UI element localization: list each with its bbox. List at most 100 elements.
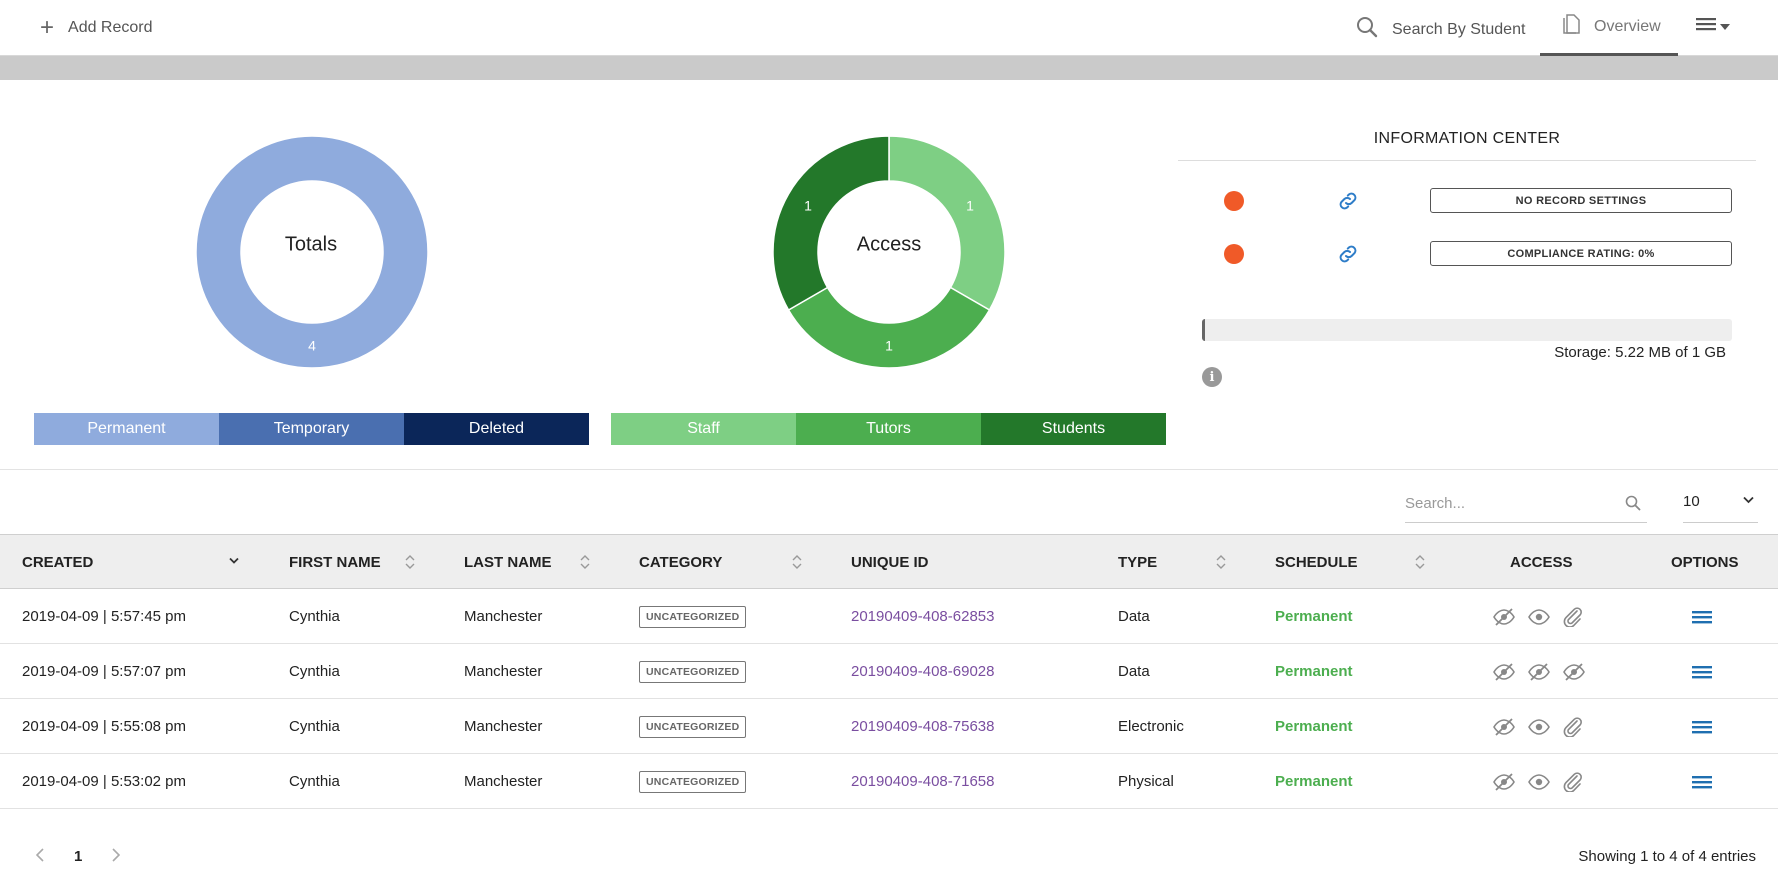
eye-icon[interactable] [1528, 608, 1550, 626]
row-options-menu-icon[interactable] [1692, 719, 1712, 735]
link-icon[interactable] [1336, 242, 1360, 271]
cell-category: UNCATEGORIZED [639, 644, 747, 699]
hamburger-menu-icon [1696, 16, 1716, 37]
legend-temporary-label: Temporary [273, 420, 350, 437]
table-row[interactable]: 2019-04-09 | 5:57:07 pm Cynthia Manchester… [0, 644, 1778, 699]
page-size-value: 10 [1683, 493, 1700, 510]
info-icon[interactable]: i [1202, 367, 1222, 387]
totals-donut-chart: 4 [196, 136, 428, 368]
cell-schedule: Permanent [1275, 718, 1353, 735]
document-icon [1562, 14, 1580, 39]
main-menu-button[interactable] [1696, 16, 1730, 37]
sort-icon[interactable] [792, 554, 802, 572]
column-header-category[interactable]: CATEGORY [639, 535, 722, 589]
paperclip-icon[interactable] [1563, 606, 1583, 627]
no-record-settings-button[interactable]: NO RECORD SETTINGS [1430, 188, 1732, 213]
row-options-menu-icon[interactable] [1692, 664, 1712, 680]
legend-permanent[interactable]: Permanent [34, 413, 219, 445]
totals-slice-permanent[interactable] [196, 136, 428, 368]
cell-unique-id-link[interactable]: 20190409-408-62853 [851, 608, 995, 625]
column-header-category-label: CATEGORY [639, 553, 723, 571]
legend-deleted[interactable]: Deleted [404, 413, 589, 445]
cell-unique-id-link[interactable]: 20190409-408-75638 [851, 718, 995, 735]
tab-overview[interactable]: Overview [1540, 0, 1678, 56]
eye-slash-icon[interactable] [1493, 662, 1515, 681]
cell-schedule: Permanent [1275, 773, 1353, 790]
access-slice-staff[interactable] [888, 136, 1005, 312]
add-record-button[interactable]: + Add Record [40, 16, 153, 40]
column-header-unique-id[interactable]: UNIQUE ID [851, 535, 929, 589]
cell-first-name: Cynthia [289, 718, 340, 735]
chevron-left-icon[interactable] [35, 846, 44, 867]
eye-slash-icon[interactable] [1493, 772, 1515, 791]
legend-temporary[interactable]: Temporary [219, 413, 404, 445]
search-icon [1356, 16, 1378, 43]
legend-tutors-label: Tutors [866, 420, 911, 437]
legend-students[interactable]: Students [981, 413, 1166, 445]
eye-slash-icon[interactable] [1528, 662, 1550, 681]
table-row[interactable]: 2019-04-09 | 5:57:45 pm Cynthia Manchester… [0, 589, 1778, 644]
sort-icon[interactable] [1415, 554, 1425, 572]
column-header-type-label: TYPE [1118, 553, 1158, 571]
sort-icon[interactable] [1216, 554, 1226, 572]
cell-unique-id-link[interactable]: 20190409-408-69028 [851, 663, 995, 680]
chevron-right-icon[interactable] [112, 846, 121, 867]
eye-icon[interactable] [1528, 718, 1550, 736]
cell-type: Electronic [1118, 718, 1184, 735]
table-row[interactable]: 2019-04-09 | 5:53:02 pm Cynthia Manchester… [0, 754, 1778, 809]
cell-created: 2019-04-09 | 5:55:08 pm [22, 718, 187, 735]
access-center-label: Access [856, 233, 922, 256]
page-size-select[interactable]: 10 [1683, 483, 1758, 523]
cell-options [1692, 699, 1712, 754]
page-number-1[interactable]: 1 [74, 848, 83, 865]
link-icon[interactable] [1336, 189, 1360, 218]
column-header-first-name-label: FIRST NAME [289, 553, 381, 571]
cell-last-name: Manchester [464, 608, 543, 625]
legend-tutors[interactable]: Tutors [796, 413, 981, 445]
access-slice-students[interactable] [773, 136, 890, 312]
storage-text: Storage: 5.22 MB of 1 GB [1554, 344, 1726, 361]
eye-slash-icon[interactable] [1563, 662, 1585, 681]
column-header-schedule-label: SCHEDULE [1275, 553, 1358, 571]
row-options-menu-icon[interactable] [1692, 609, 1712, 625]
plus-icon: + [40, 14, 55, 41]
cell-access [1493, 754, 1583, 809]
cell-schedule: Permanent [1275, 608, 1353, 625]
cell-unique-id-link[interactable]: 20190409-408-71658 [851, 773, 995, 790]
eye-icon[interactable] [1528, 773, 1550, 791]
access-slice-value-tutors: 1 [885, 338, 893, 354]
add-record-label: Add Record [68, 19, 153, 36]
paperclip-icon[interactable] [1563, 716, 1583, 737]
column-header-first-name[interactable]: FIRST NAME [289, 535, 381, 589]
chevron-down-icon[interactable] [229, 557, 239, 567]
information-center-title: INFORMATION CENTER [1373, 130, 1561, 147]
totals-slice-value-permanent: 4 [308, 338, 316, 354]
legend-staff[interactable]: Staff [611, 413, 796, 445]
search-by-student-button[interactable]: Search By Student [1356, 16, 1525, 43]
column-header-schedule[interactable]: SCHEDULE [1275, 535, 1358, 589]
table-search-input[interactable] [1405, 487, 1605, 519]
search-icon [1625, 495, 1641, 516]
column-header-last-name[interactable]: LAST NAME [464, 535, 552, 589]
paperclip-icon[interactable] [1563, 771, 1583, 792]
table-row[interactable]: 2019-04-09 | 5:55:08 pm Cynthia Manchester… [0, 699, 1778, 754]
cell-access [1493, 589, 1583, 644]
header-separator-strip [0, 56, 1778, 80]
column-header-type[interactable]: TYPE [1118, 535, 1157, 589]
cell-category: UNCATEGORIZED [639, 754, 747, 809]
access-slice-value-students: 1 [804, 197, 812, 213]
eye-slash-icon[interactable] [1493, 717, 1515, 736]
pagination: 1 [35, 846, 121, 867]
cell-options [1692, 589, 1712, 644]
access-slice-tutors[interactable] [787, 286, 991, 369]
legend-permanent-label: Permanent [87, 420, 166, 437]
cell-last-name: Manchester [464, 773, 543, 790]
row-options-menu-icon[interactable] [1692, 774, 1712, 790]
sort-icon[interactable] [405, 554, 415, 572]
column-header-options: OPTIONS [1671, 535, 1739, 589]
compliance-rating-button[interactable]: COMPLIANCE RATING: 0% [1430, 241, 1732, 266]
eye-slash-icon[interactable] [1493, 607, 1515, 626]
sort-icon[interactable] [580, 554, 590, 572]
top-bar: + Add Record Search By Student Overview [0, 0, 1778, 56]
column-header-created[interactable]: CREATED [22, 535, 93, 589]
